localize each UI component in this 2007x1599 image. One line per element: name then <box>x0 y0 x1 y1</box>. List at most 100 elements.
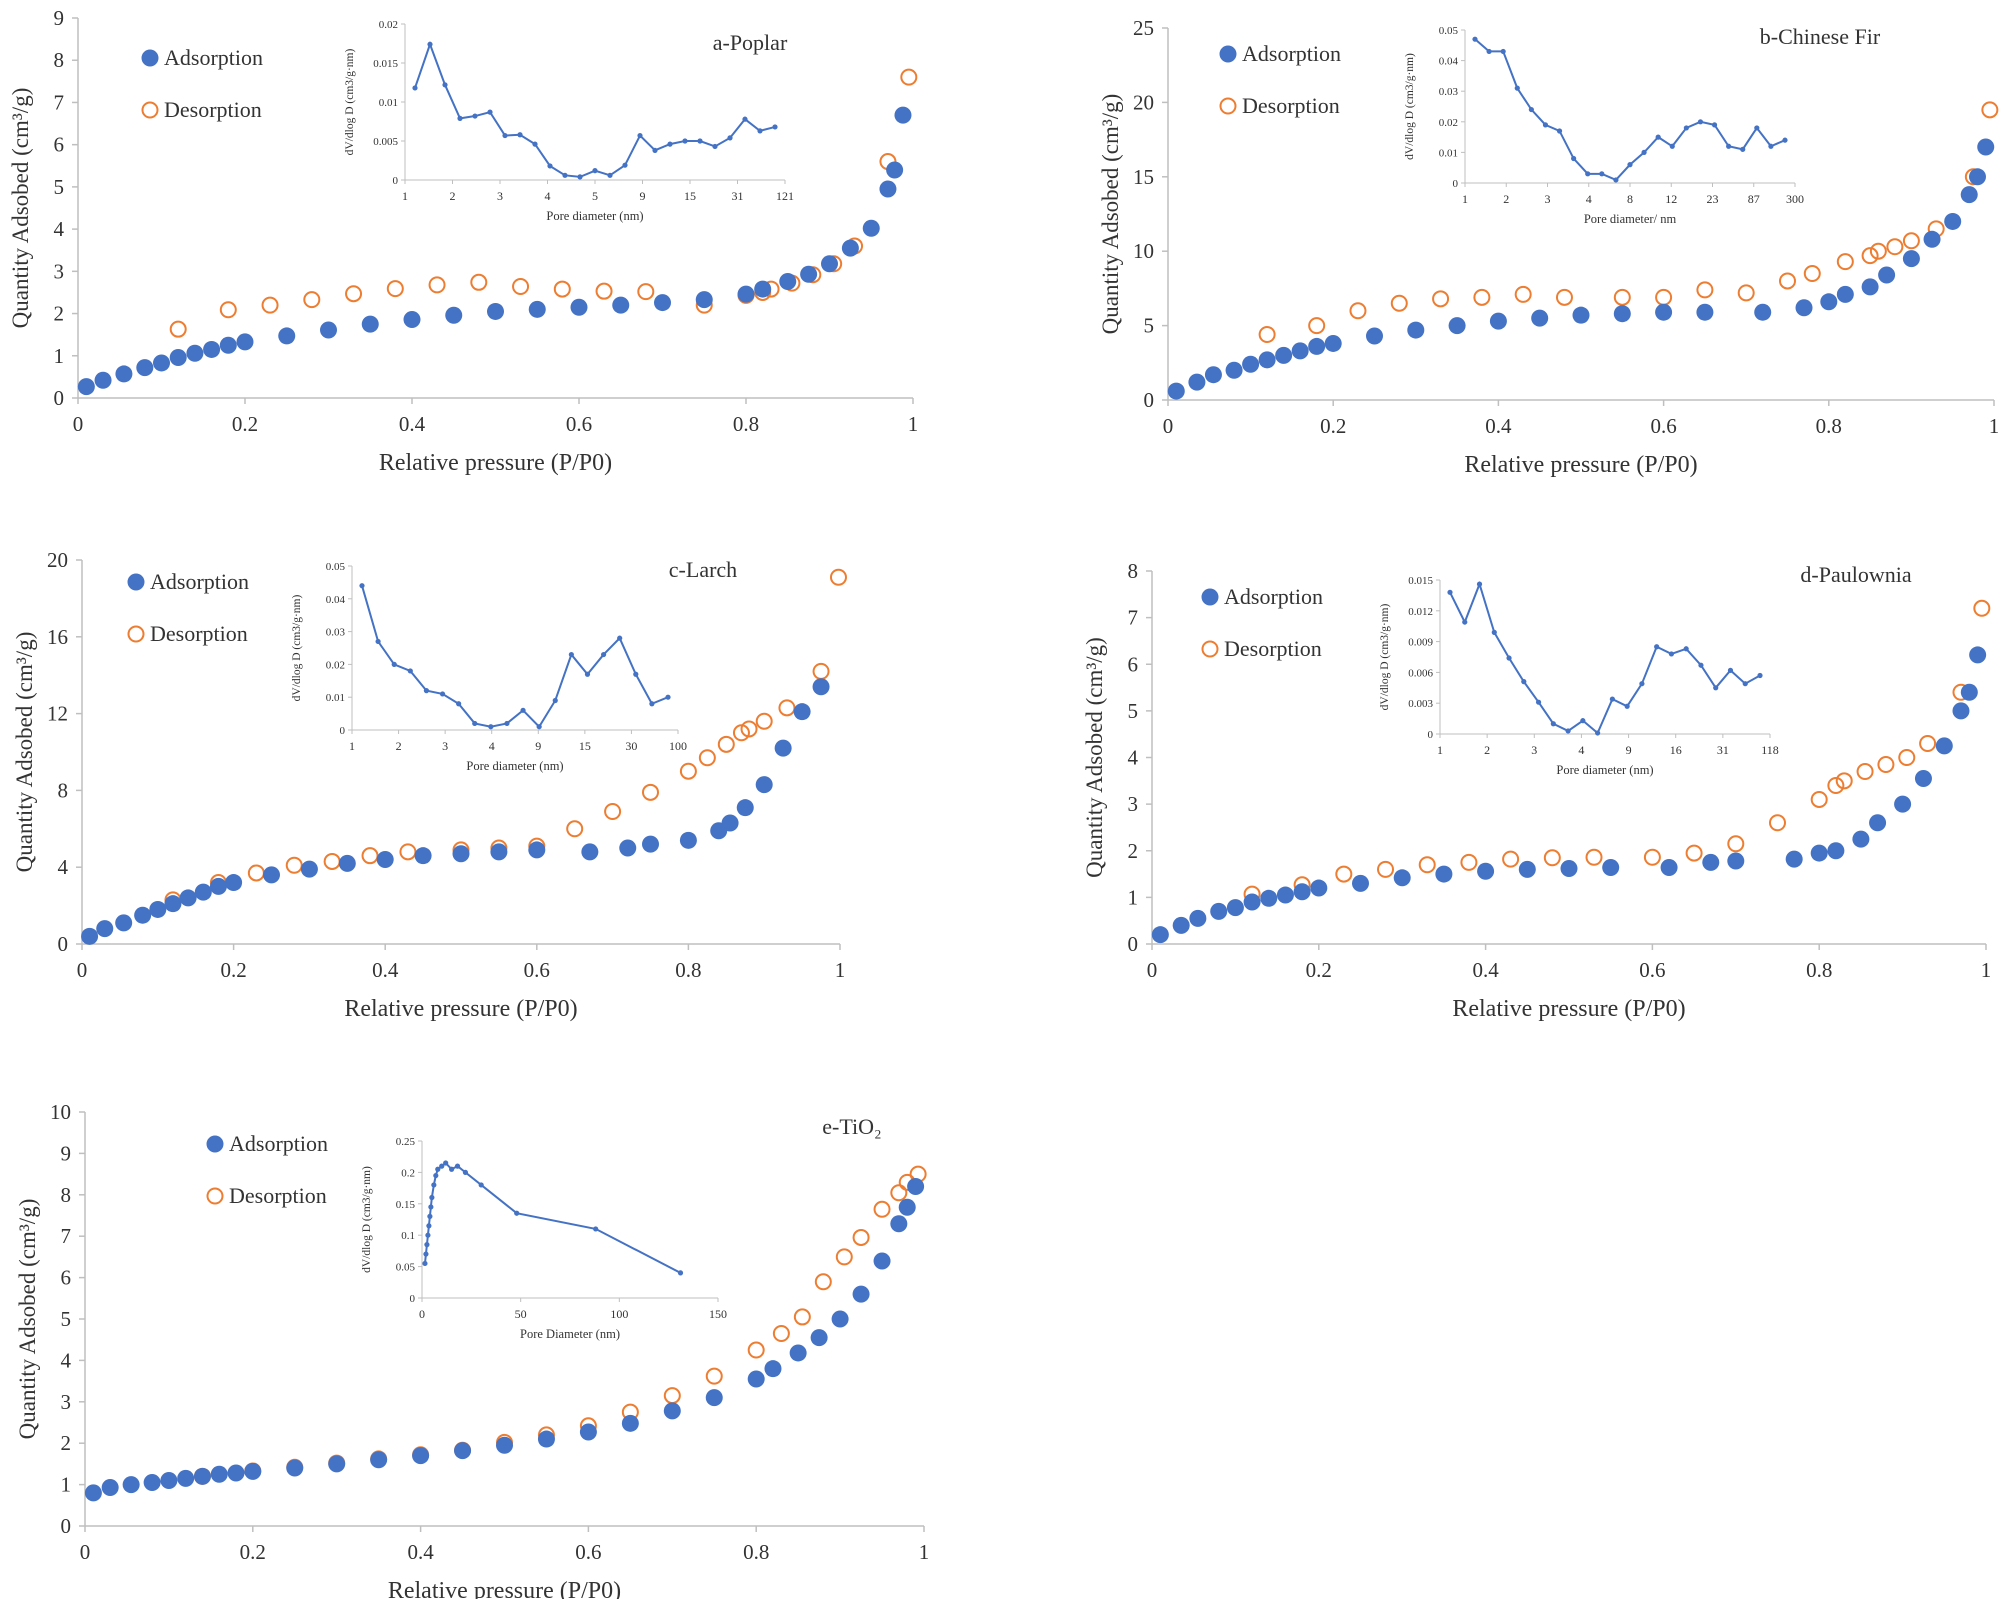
adsorption-point <box>1448 317 1466 335</box>
desorption-point <box>1886 238 1904 256</box>
y-tick-label: 5 <box>61 1307 72 1331</box>
adsorption-point <box>581 843 599 861</box>
legend-adsorption-label: Adsorption <box>1224 584 1323 609</box>
adsorption-point <box>721 814 739 832</box>
adsorption-point <box>1188 373 1206 391</box>
inset-x-tick-label: 3 <box>497 189 503 203</box>
adsorption-point <box>570 298 588 316</box>
x-tick-label: 0.8 <box>733 412 759 436</box>
adsorption-point <box>1275 346 1293 364</box>
inset-data-point <box>428 1204 434 1210</box>
adsorption-point <box>143 1474 161 1492</box>
desorption-point <box>747 1341 765 1359</box>
inset-data-point <box>1768 143 1774 149</box>
desorption-point <box>1613 288 1631 306</box>
inset-x-tick-label: 100 <box>610 1307 628 1321</box>
inset-x-tick-label: 31 <box>1717 743 1729 757</box>
y-tick-label: 7 <box>1128 606 1139 630</box>
inset-data-point <box>757 128 763 134</box>
desorption-point <box>1727 835 1745 853</box>
adsorption-point <box>1366 327 1383 345</box>
inset-x-tick-label: 1 <box>349 739 355 753</box>
adsorption-point <box>177 1469 195 1487</box>
adsorption-point <box>115 914 133 932</box>
adsorption-point <box>1660 859 1678 877</box>
inset-data-point <box>617 635 623 641</box>
legend-adsorption-marker <box>1201 588 1219 606</box>
inset-data-point <box>1486 48 1492 55</box>
adsorption-point <box>1977 138 1995 156</box>
desorption-point <box>778 699 796 717</box>
inset-data-point <box>502 132 508 139</box>
legend-desorption-label: Desorption <box>164 97 262 122</box>
legend-adsorption-label: Adsorption <box>150 569 249 594</box>
inset-data-point <box>1697 119 1704 125</box>
legend-desorption-marker <box>141 101 159 119</box>
inset-data-point <box>1472 36 1478 42</box>
adsorption-point <box>886 161 904 179</box>
inset-data-point <box>1726 143 1732 149</box>
y-tick-label: 4 <box>54 217 65 241</box>
adsorption-point <box>1151 926 1169 944</box>
y-axis-title: Quantity Adsobed (cm³/g) <box>1098 94 1123 335</box>
legend-desorption-label: Desorption <box>229 1183 327 1208</box>
adsorption-point <box>619 839 637 857</box>
inset-data-point <box>423 1251 429 1257</box>
inset-data-point <box>667 141 673 147</box>
inset-data-point <box>407 668 413 674</box>
adsorption-point <box>1260 889 1278 907</box>
adsorption-point <box>528 841 546 859</box>
desorption-point <box>740 720 758 738</box>
inset-y-tick-label: 0.03 <box>1439 86 1459 98</box>
desorption-point <box>812 662 830 680</box>
inset-y-tick-label: 0.15 <box>396 1199 416 1211</box>
inset-data-point <box>487 109 493 115</box>
x-tick-label: 0.4 <box>1472 958 1499 982</box>
adsorption-point <box>654 294 671 312</box>
inset-data-point <box>622 162 628 168</box>
inset-data-point <box>488 724 494 730</box>
desorption-point <box>428 276 446 294</box>
adsorption-point <box>1827 842 1845 860</box>
y-tick-label: 16 <box>47 625 68 649</box>
inset-x-tick-label: 2 <box>1503 192 1509 206</box>
y-tick-label: 2 <box>61 1431 72 1455</box>
adsorption-point <box>1167 382 1185 400</box>
desorption-point <box>1769 814 1786 832</box>
adsorption-point <box>153 354 170 372</box>
desorption-point <box>604 803 622 821</box>
inset-series-line <box>1474 38 1786 182</box>
inset-y-tick-label: 0.2 <box>401 1167 415 1179</box>
desorption-point <box>637 283 655 301</box>
inset-y-tick-label: 0.05 <box>396 1262 416 1274</box>
inset-data-point <box>1683 125 1689 131</box>
inset-y-tick-label: 0.05 <box>1439 25 1459 37</box>
adsorption-point <box>84 1484 102 1502</box>
desorption-point <box>361 847 379 865</box>
inset-x-tick-label: 12 <box>1665 192 1677 206</box>
inset-data-point <box>1542 122 1549 128</box>
y-tick-label: 0 <box>58 932 69 956</box>
x-tick-label: 0.6 <box>566 412 592 436</box>
adsorption-point <box>1210 902 1228 920</box>
adsorption-point <box>1225 361 1243 379</box>
adsorption-point <box>376 851 394 869</box>
y-tick-label: 4 <box>1128 746 1139 770</box>
chart-title: e-TiO₂ <box>822 1114 881 1139</box>
adsorption-point <box>225 874 243 892</box>
inset-data-point <box>520 707 526 713</box>
adsorption-point <box>1935 737 1953 755</box>
inset-data-point <box>1698 662 1704 668</box>
inset-data-point <box>772 124 778 130</box>
y-tick-label: 12 <box>47 702 68 726</box>
desorption-point <box>285 856 303 874</box>
adsorption-point <box>1923 230 1941 248</box>
inset-data-point <box>577 174 583 180</box>
adsorption-point <box>1960 683 1978 701</box>
y-tick-label: 8 <box>54 48 65 72</box>
inset-x-tick-label: 1 <box>402 189 408 203</box>
inset-data-point <box>1595 730 1601 736</box>
adsorption-point <box>1727 852 1745 870</box>
